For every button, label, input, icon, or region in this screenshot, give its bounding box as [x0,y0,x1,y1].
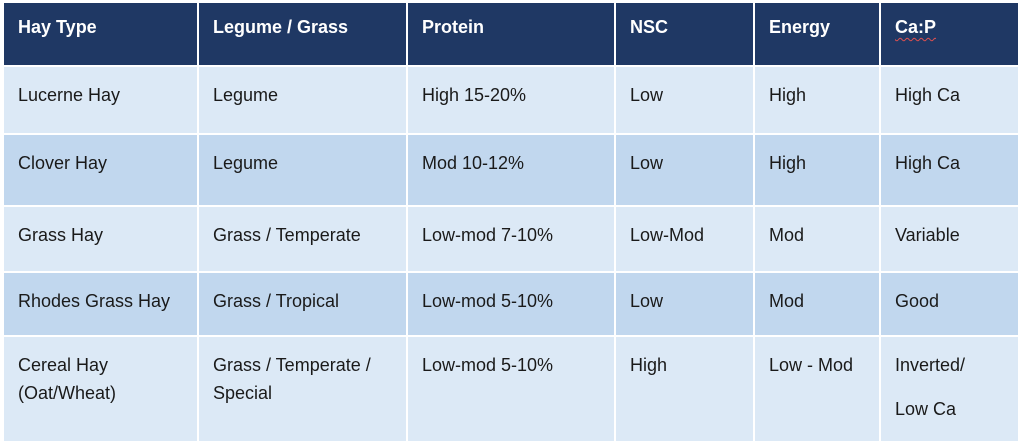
cell-hay-type: Lucerne Hay [2,65,199,135]
ca-p-line: Low Ca [895,399,957,419]
header-legume-grass: Legume / Grass [197,1,408,67]
cell-protein: Low-mod 7-10% [406,205,616,273]
cell-nsc: Low [614,65,755,135]
cell-legume-grass: Grass / Tropical [197,271,408,337]
table-header: Hay Type Legume / Grass Protein NSC Ener… [2,1,1020,67]
cell-protein: Low-mod 5-10% [406,335,616,443]
header-protein: Protein [406,1,616,67]
cell-legume-grass: Legume [197,65,408,135]
cell-hay-type: Cereal Hay (Oat/Wheat) [2,335,199,443]
cell-nsc: Low-Mod [614,205,755,273]
header-row: Hay Type Legume / Grass Protein NSC Ener… [2,1,1020,67]
table-row: Lucerne Hay Legume High 15-20% Low High … [2,65,1020,135]
cell-energy: Mod [753,205,881,273]
table-row: Rhodes Grass Hay Grass / Tropical Low-mo… [2,271,1020,337]
table-body: Lucerne Hay Legume High 15-20% Low High … [2,65,1020,443]
cell-protein: Low-mod 5-10% [406,271,616,337]
cell-hay-type: Rhodes Grass Hay [2,271,199,337]
cell-ca-p: Good [879,271,1020,337]
hay-type-line: (Oat/Wheat) [18,383,117,403]
cell-energy: High [753,133,881,207]
cell-legume-grass: Grass / Temperate / Special [197,335,408,443]
header-energy: Energy [753,1,881,67]
table-row: Cereal Hay (Oat/Wheat) Grass / Temperate… [2,335,1020,443]
cell-hay-type: Grass Hay [2,205,199,273]
ca-p-line: Inverted/ [895,355,966,375]
header-nsc: NSC [614,1,755,67]
cell-nsc: Low [614,133,755,207]
cell-energy: Low - Mod [753,335,881,443]
cell-ca-p: Variable [879,205,1020,273]
header-hay-type: Hay Type [2,1,199,67]
ca-p-header-label: Ca:P [895,17,937,37]
cell-ca-p: High Ca [879,133,1020,207]
cell-nsc: High [614,335,755,443]
cell-nsc: Low [614,271,755,337]
cell-ca-p: Inverted/ Low Ca [879,335,1020,443]
cell-legume-grass: Grass / Temperate [197,205,408,273]
cell-legume-grass: Legume [197,133,408,207]
cell-protein: High 15-20% [406,65,616,135]
legume-grass-line: Grass / Temperate / [213,355,371,375]
hay-type-line: Cereal Hay [18,355,109,375]
legume-grass-line: Special [213,383,273,403]
cell-ca-p: High Ca [879,65,1020,135]
cell-energy: Mod [753,271,881,337]
table-row: Grass Hay Grass / Temperate Low-mod 7-10… [2,205,1020,273]
cell-hay-type: Clover Hay [2,133,199,207]
cell-protein: Mod 10-12% [406,133,616,207]
table-row: Clover Hay Legume Mod 10-12% Low High Hi… [2,133,1020,207]
cell-energy: High [753,65,881,135]
header-ca-p: Ca:P [879,1,1020,67]
